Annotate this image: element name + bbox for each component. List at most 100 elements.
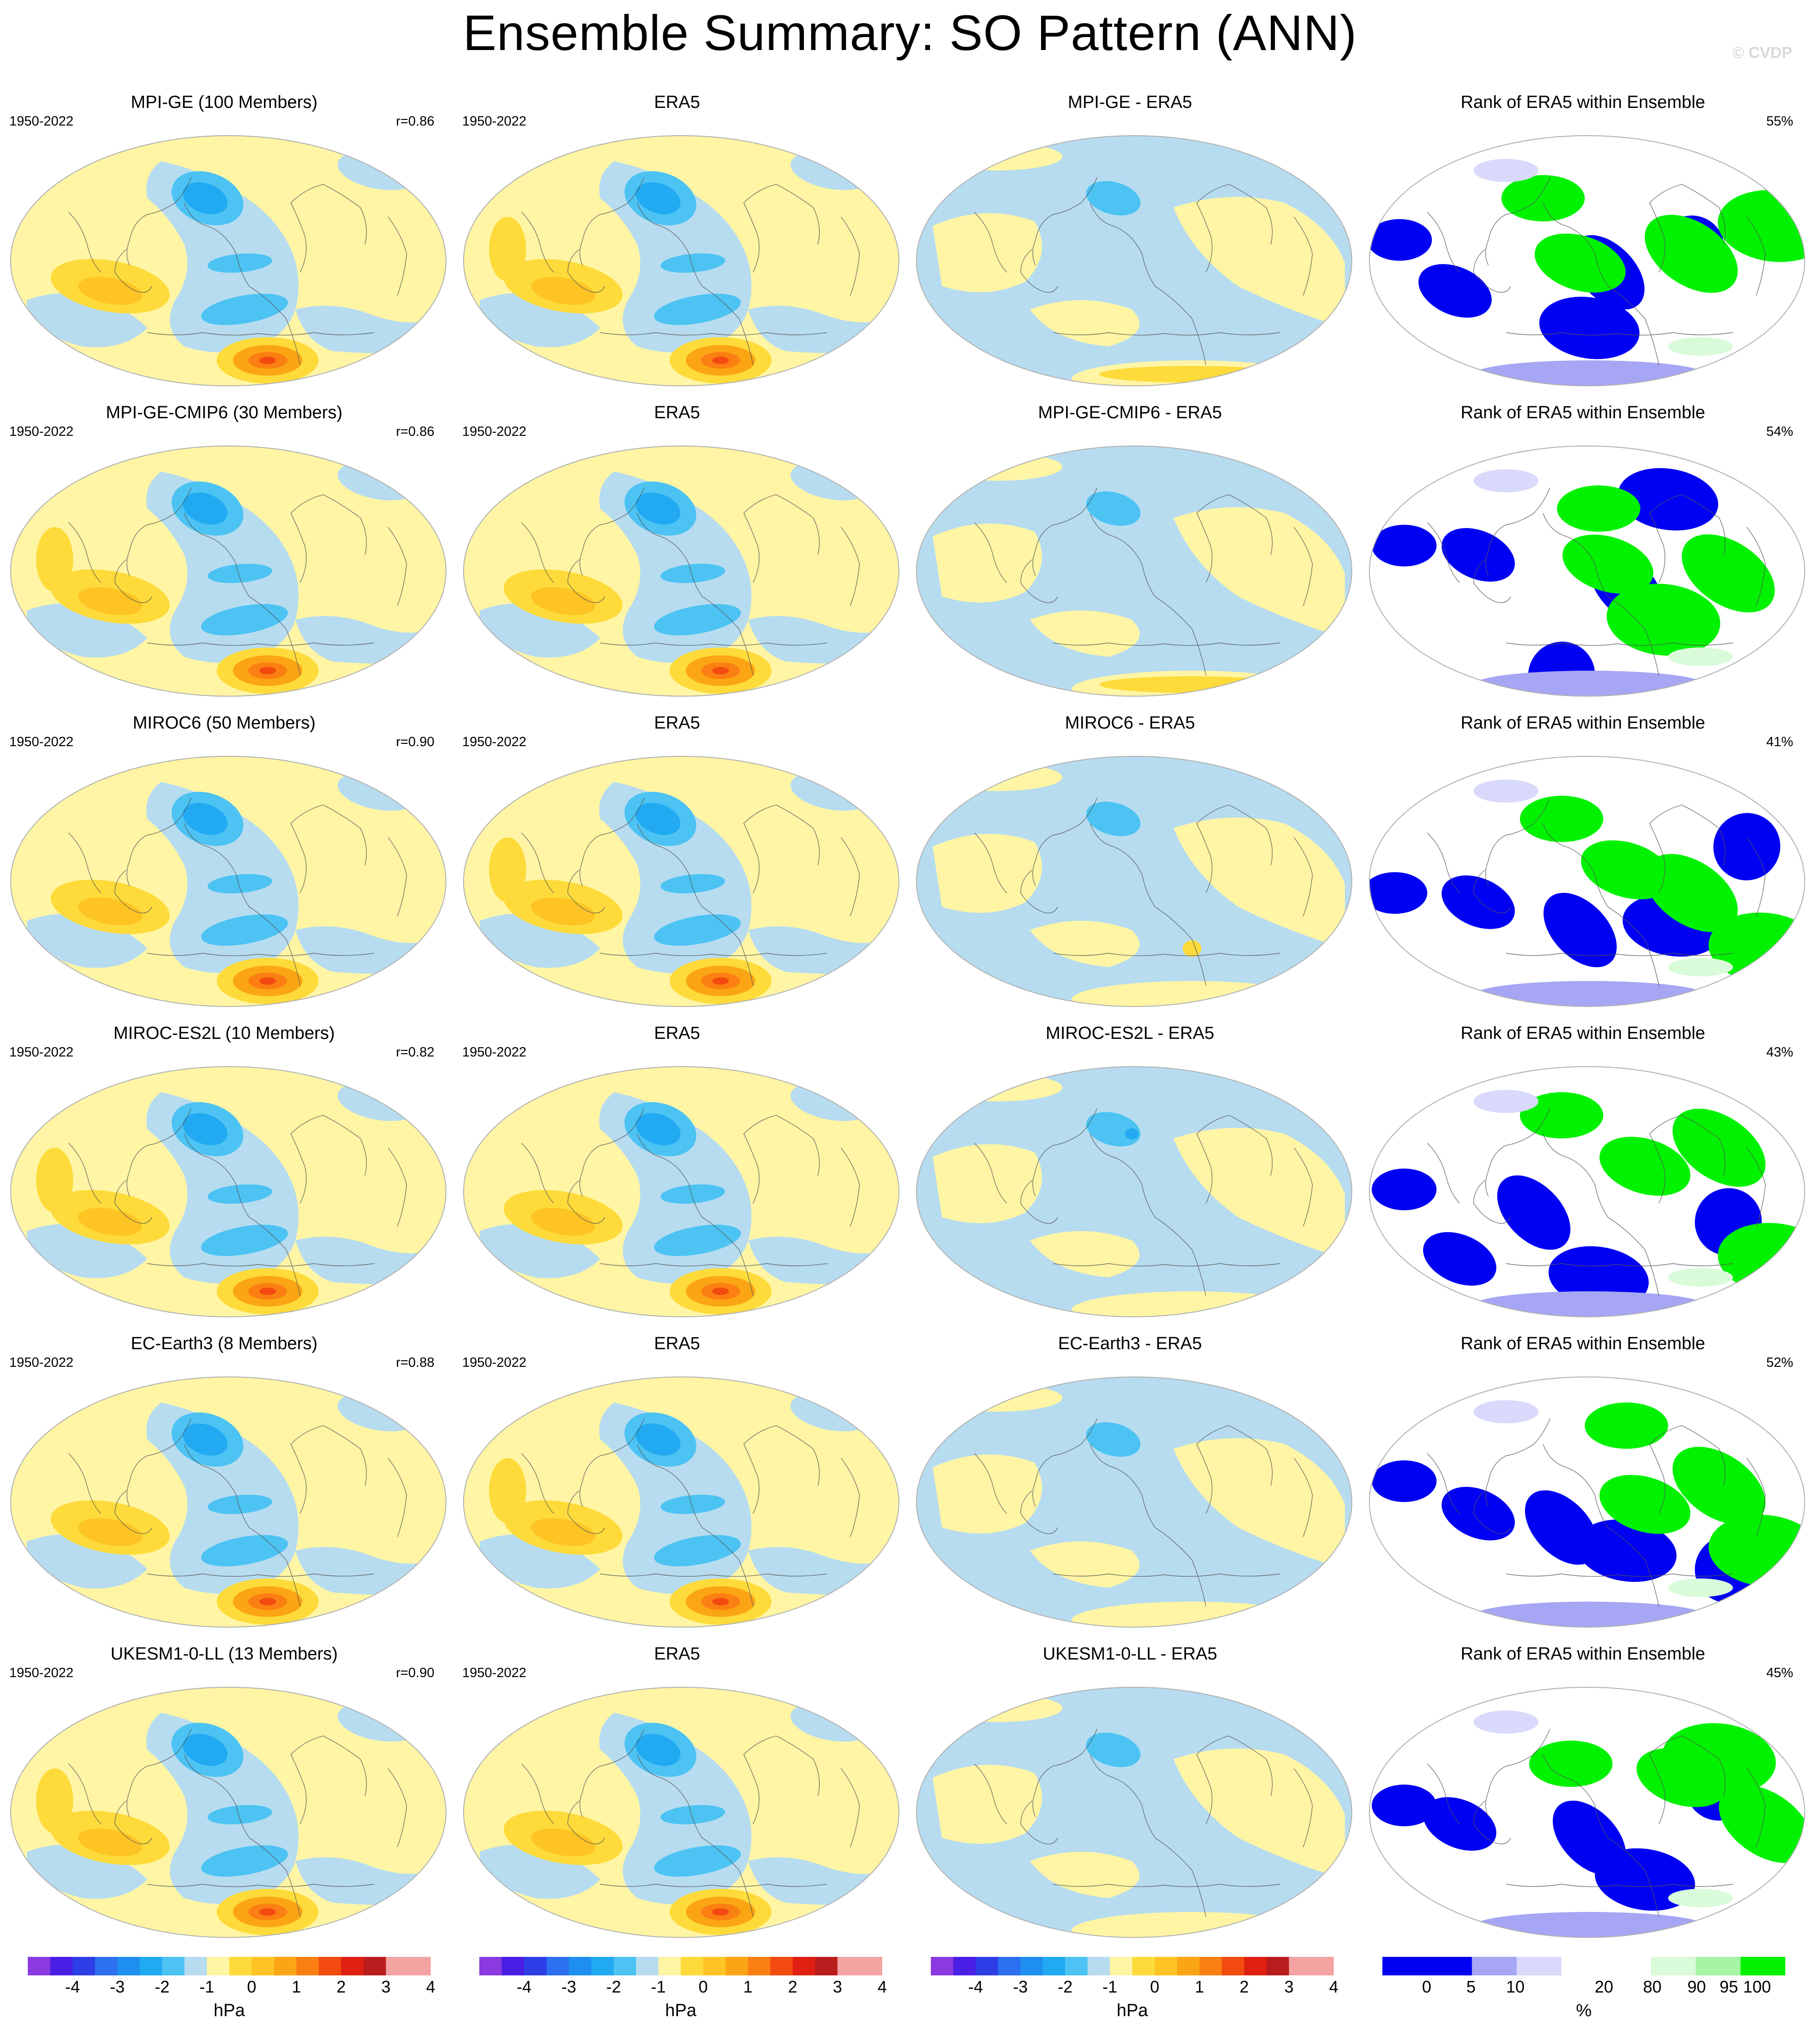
panel-title: MIROC6 - ERA5: [1065, 713, 1195, 733]
difference-panel: MPI-GE-CMIP6 - ERA5: [906, 403, 1354, 699]
positive-difference-region: [1030, 610, 1140, 657]
correlation-label: r=0.82: [395, 1045, 434, 1060]
map-graphic: [10, 1687, 447, 1938]
panel-title: Rank of ERA5 within Ensemble: [1460, 1024, 1706, 1043]
map-graphic: [463, 1687, 900, 1938]
tropical-pacific-low: [207, 564, 272, 583]
colorbar-swatch: [1177, 1957, 1200, 1975]
colorbar-swatch: [117, 1957, 140, 1975]
map: [1367, 133, 1807, 388]
colorbar-swatch: [860, 1957, 882, 1975]
colorbar-swatch: [502, 1957, 525, 1975]
colorbar-swatch: [614, 1957, 636, 1975]
rank-panel: Rank of ERA5 within Ensemble 43%: [1359, 1024, 1807, 1320]
panel-title: Rank of ERA5 within Ensemble: [1460, 713, 1706, 733]
map: [914, 1064, 1354, 1319]
negative-anomaly-region: [27, 1534, 147, 1589]
map-outline: [463, 1377, 900, 1628]
southern-ocean-high-core: [712, 667, 729, 674]
coastline: [68, 798, 407, 986]
rank-panel: Rank of ERA5 within Ensemble 54%: [1359, 403, 1807, 699]
colorbar-tick-label: 1: [291, 1977, 301, 1996]
difference-low-core: [1125, 1128, 1139, 1139]
colorbar-tick-label: -1: [1102, 1977, 1117, 1996]
coastline: [974, 1418, 1313, 1607]
rank-lowish-region: [1474, 1400, 1538, 1423]
period-label: 1950-2022: [462, 424, 527, 439]
rank-low-region: [1497, 1175, 1571, 1250]
difference-high: [1099, 366, 1285, 383]
rank-low-region: [1372, 1169, 1437, 1210]
tropical-pacific-low: [207, 253, 272, 273]
coastline: [521, 1108, 860, 1296]
pressure-colorbar: -4 -3 -2 -1 0 1 2 3 4 hPa: [931, 1957, 1338, 2031]
positive-difference-region: [1030, 1541, 1140, 1588]
map-graphic: [916, 1687, 1353, 1938]
rank-lowish-region: [1474, 671, 1705, 697]
rank-high-region: [1607, 584, 1720, 656]
colorbar-swatch: [207, 1957, 230, 1975]
map: [461, 754, 901, 1009]
colorbar-swatch: [1427, 1957, 1472, 1975]
model-panel: EC-Earth3 (8 Members) 1950-2022 r=0.88: [0, 1334, 448, 1630]
southern-ocean-high-core: [259, 357, 276, 364]
rank-high-region: [1557, 485, 1640, 532]
tropical-pacific-low: [660, 1805, 725, 1824]
positive-difference-region: [1030, 921, 1140, 967]
southern-ocean-high-core: [259, 1598, 276, 1605]
coastline: [68, 1108, 407, 1296]
rank-highish-region: [1668, 958, 1733, 976]
map-graphic: [10, 135, 447, 386]
positive-difference-region: [1174, 197, 1345, 328]
correlation-label: r=0.90: [395, 1666, 434, 1680]
map: [1367, 754, 1807, 1009]
colorbar-tick-label: 1: [1194, 1977, 1205, 1996]
rank-lowish-region: [1474, 1602, 1705, 1628]
colorbar-tick-label: 0: [1150, 1977, 1160, 1996]
colorbar-tick-label: 90: [1687, 1977, 1706, 1996]
map-graphic: [1368, 1066, 1806, 1317]
rank-highish-region: [1668, 1889, 1733, 1907]
colorbar-tick-label: -3: [1013, 1977, 1028, 1996]
colorbar-swatch: [703, 1957, 726, 1975]
coastline: [1427, 487, 1766, 676]
colorbar-unit: hPa: [665, 2001, 697, 2020]
map: [8, 754, 448, 1009]
difference-low: [1086, 801, 1141, 836]
map: [461, 1685, 901, 1940]
indian-ocean-high: [36, 1768, 73, 1833]
colorbar-swatch: [998, 1957, 1021, 1975]
positive-difference-region: [1174, 1438, 1345, 1569]
coastline: [521, 177, 860, 365]
colorbar-swatch: [319, 1957, 342, 1975]
colorbar-swatch: [1087, 1957, 1111, 1975]
southern-ocean-high-core: [712, 357, 729, 364]
colorbar-tick-label: -3: [110, 1977, 125, 1996]
map-outline: [10, 756, 447, 1007]
indian-ocean-high: [489, 217, 526, 282]
map: [461, 1064, 901, 1319]
tropical-pacific-low: [207, 1495, 272, 1514]
map-graphic: [463, 135, 900, 386]
negative-anomaly-region: [27, 1845, 147, 1899]
period-label: 1950-2022: [9, 424, 74, 439]
south-pacific-low: [201, 604, 288, 635]
colorbar-swatch: [1311, 1957, 1334, 1975]
correlation-label: r=0.86: [395, 114, 434, 129]
coastline: [1427, 1418, 1766, 1607]
colorbar-swatch: [1606, 1957, 1651, 1975]
map-outline: [10, 1377, 447, 1628]
colorbar-tick-label: 95: [1720, 1977, 1738, 1996]
aleutian-low-core: [182, 182, 228, 214]
map: [914, 1685, 1354, 1940]
south-pacific-low: [201, 1845, 288, 1877]
colorbar-swatch: [975, 1957, 998, 1975]
south-pacific-low: [654, 294, 741, 325]
panel-title: MPI-GE (100 Members): [131, 93, 318, 112]
colorbar-swatch: [1199, 1957, 1222, 1975]
positive-difference-region: [933, 1144, 1042, 1223]
tropical-pacific-low: [660, 253, 725, 273]
colorbar-tick-label: 3: [1284, 1977, 1294, 1996]
rank-percent-label: 52%: [1766, 1355, 1793, 1370]
rank-highish-region: [1668, 337, 1733, 356]
